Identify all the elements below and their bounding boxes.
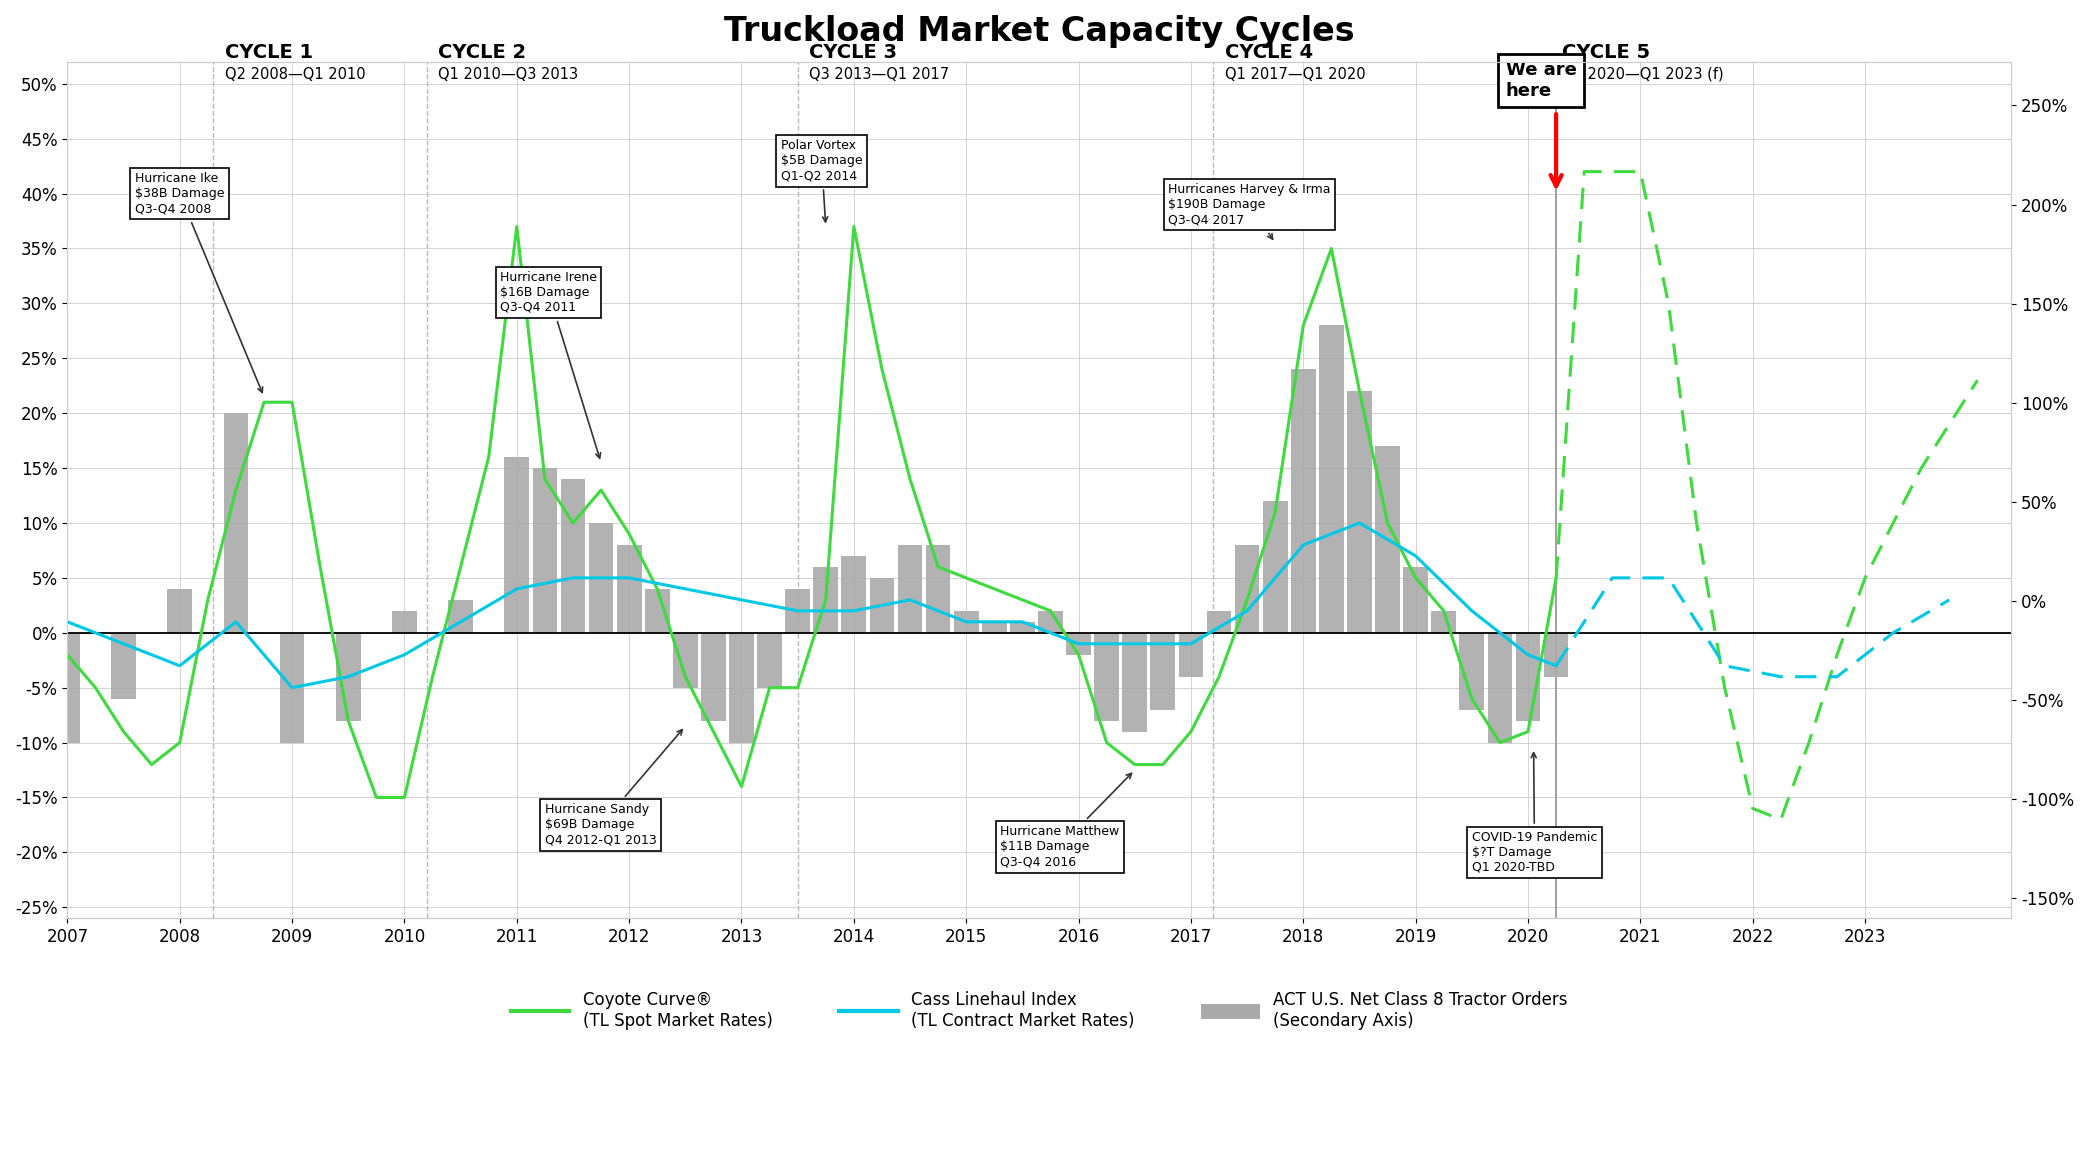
Title: Truckload Market Capacity Cycles: Truckload Market Capacity Cycles <box>725 15 1354 48</box>
Bar <box>756 633 781 687</box>
Bar <box>1375 446 1400 633</box>
Bar <box>589 523 614 633</box>
Bar <box>955 611 978 633</box>
Bar <box>869 578 894 633</box>
Bar <box>1151 633 1176 709</box>
Text: Hurricane Sandy
$69B Damage
Q4 2012-Q1 2013: Hurricane Sandy $69B Damage Q4 2012-Q1 2… <box>545 730 683 846</box>
Bar <box>1264 502 1287 633</box>
Bar <box>336 633 361 721</box>
Bar <box>224 413 249 633</box>
Text: CYCLE 4: CYCLE 4 <box>1224 43 1312 62</box>
Text: We are
here: We are here <box>1506 61 1577 100</box>
Text: Hurricanes Harvey & Irma
$190B Damage
Q3-Q4 2017: Hurricanes Harvey & Irma $190B Damage Q3… <box>1168 183 1331 239</box>
Bar <box>785 589 811 633</box>
Bar <box>1404 567 1429 633</box>
Bar <box>1038 611 1063 633</box>
Bar <box>616 545 641 633</box>
Bar <box>1235 545 1260 633</box>
Bar <box>1065 633 1090 655</box>
Bar <box>982 621 1007 633</box>
Bar <box>1487 633 1512 743</box>
Text: Hurricane Matthew
$11B Damage
Q3-Q4 2016: Hurricane Matthew $11B Damage Q3-Q4 2016 <box>1001 774 1132 868</box>
Bar <box>1347 391 1372 633</box>
Bar <box>1011 621 1034 633</box>
Bar <box>1178 633 1203 677</box>
Text: CYCLE 1: CYCLE 1 <box>226 43 313 62</box>
Text: Hurricane Irene
$16B Damage
Q3-Q4 2011: Hurricane Irene $16B Damage Q3-Q4 2011 <box>499 271 602 458</box>
Bar <box>1544 633 1569 677</box>
Bar <box>1122 633 1147 732</box>
Bar <box>54 633 79 743</box>
Bar <box>280 633 305 743</box>
Bar <box>393 611 418 633</box>
Bar <box>702 633 725 721</box>
Bar <box>167 589 192 633</box>
Text: CYCLE 3: CYCLE 3 <box>808 43 896 62</box>
Text: Polar Vortex
$5B Damage
Q1-Q2 2014: Polar Vortex $5B Damage Q1-Q2 2014 <box>781 140 863 221</box>
Text: COVID-19 Pandemic
$?T Damage
Q1 2020-TBD: COVID-19 Pandemic $?T Damage Q1 2020-TBD <box>1473 753 1598 874</box>
Bar <box>1207 611 1230 633</box>
Bar <box>1291 369 1316 633</box>
Bar <box>533 468 558 633</box>
Text: Q2 2008—Q1 2010: Q2 2008—Q1 2010 <box>226 67 366 82</box>
Bar <box>646 589 671 633</box>
Bar <box>673 633 698 687</box>
Bar <box>503 457 529 633</box>
Text: Hurricane Ike
$38B Damage
Q3-Q4 2008: Hurricane Ike $38B Damage Q3-Q4 2008 <box>136 172 263 392</box>
Text: CYCLE 5: CYCLE 5 <box>1563 43 1650 62</box>
Bar <box>1318 325 1343 633</box>
Bar <box>1460 633 1483 709</box>
Bar <box>813 567 838 633</box>
Text: Q3 2013—Q1 2017: Q3 2013—Q1 2017 <box>808 67 948 82</box>
Bar <box>560 480 585 633</box>
Bar <box>111 633 136 699</box>
Bar <box>1431 611 1456 633</box>
Bar <box>729 633 754 743</box>
Bar <box>842 556 867 633</box>
Legend: Coyote Curve®
(TL Spot Market Rates), Cass Linehaul Index
(TL Contract Market Ra: Coyote Curve® (TL Spot Market Rates), Ca… <box>512 992 1567 1030</box>
Bar <box>1517 633 1540 721</box>
Text: Q1 2017—Q1 2020: Q1 2017—Q1 2020 <box>1224 67 1366 82</box>
Text: Q1 2010—Q3 2013: Q1 2010—Q3 2013 <box>439 67 579 82</box>
Text: Q1 2020—Q1 2023 (f): Q1 2020—Q1 2023 (f) <box>1563 67 1723 82</box>
Bar <box>1095 633 1120 721</box>
Bar <box>898 545 923 633</box>
Bar <box>925 545 950 633</box>
Text: CYCLE 2: CYCLE 2 <box>439 43 526 62</box>
Bar <box>449 600 472 633</box>
